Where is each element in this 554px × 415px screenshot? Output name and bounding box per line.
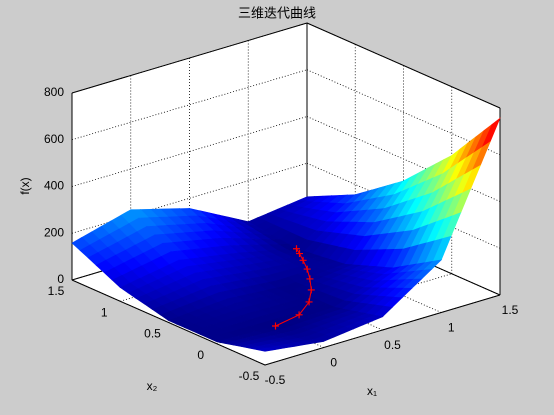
grid-line <box>306 116 501 202</box>
x-tick-label: 0.5 <box>384 338 401 352</box>
z-tick-label: 200 <box>44 225 64 239</box>
z-tick-label: 0 <box>57 272 64 286</box>
path-marker <box>293 245 300 253</box>
y-tick-label: 1 <box>101 305 108 319</box>
path-marker <box>305 298 313 306</box>
path-marker <box>307 286 315 294</box>
path-marker <box>272 322 279 330</box>
grid-line <box>71 69 308 141</box>
x-tick-label: 1 <box>448 321 455 335</box>
x-axis-label: x₁ <box>367 384 377 398</box>
z-tick-label: 400 <box>44 179 64 193</box>
grid-line <box>71 162 308 234</box>
x-tick-label: 1.5 <box>502 303 519 317</box>
z-tick-label: 600 <box>44 132 64 146</box>
x-tick-label: -0.5 <box>265 373 286 387</box>
axis-line <box>306 22 501 109</box>
axis-line <box>264 294 501 366</box>
axis-line <box>71 22 308 94</box>
y-axis-label: x₂ <box>147 379 158 393</box>
y-tick-label: -0.5 <box>239 369 260 383</box>
surface-patch <box>256 347 275 352</box>
y-tick-label: 0 <box>197 348 204 362</box>
y-tick-label: 1.5 <box>48 284 65 298</box>
z-tick-label: 800 <box>44 85 64 99</box>
path-marker <box>296 250 304 258</box>
path-marker <box>303 265 311 273</box>
path-marker <box>306 275 314 283</box>
surface <box>71 117 501 352</box>
axis-line <box>71 279 266 366</box>
z-axis-label: f(x) <box>18 177 32 194</box>
iteration-path <box>272 245 315 330</box>
path-marker <box>295 311 303 319</box>
grid-line <box>306 69 501 156</box>
chart-title: 三维迭代曲线 <box>238 5 316 20</box>
path-marker <box>299 256 307 264</box>
grid-line <box>71 116 308 187</box>
y-tick-label: 0.5 <box>144 327 161 341</box>
x-tick-label: 0 <box>330 356 337 370</box>
